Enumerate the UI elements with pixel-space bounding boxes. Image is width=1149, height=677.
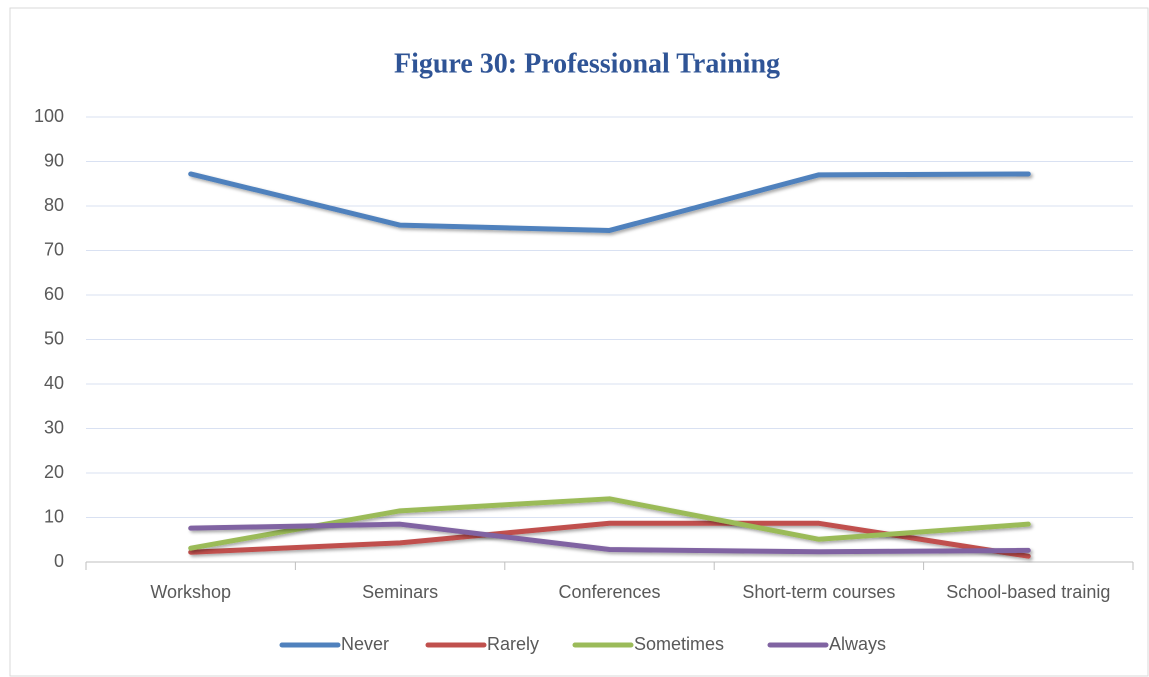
y-tick-label: 100	[34, 106, 64, 126]
x-tick-label: Seminars	[362, 582, 438, 602]
y-tick-label: 60	[44, 284, 64, 304]
legend-label: Always	[829, 634, 886, 654]
y-tick-label: 90	[44, 150, 64, 170]
y-tick-label: 20	[44, 462, 64, 482]
x-tick-label: Short-term courses	[742, 582, 895, 602]
line-series	[188, 521, 1031, 555]
y-tick-label: 50	[44, 328, 64, 348]
chart-frame	[9, 7, 1149, 677]
y-tick-label: 70	[44, 239, 64, 259]
x-tick-label: Conferences	[558, 582, 660, 602]
y-tick-label: 40	[44, 373, 64, 393]
legend-label: Never	[341, 634, 389, 654]
x-tick-label: Workshop	[150, 582, 231, 602]
line-series	[188, 171, 1031, 233]
y-tick-label: 0	[54, 551, 64, 571]
y-tick-label: 10	[44, 506, 64, 526]
x-tick-label: School-based trainig	[946, 582, 1110, 602]
y-tick-label: 80	[44, 195, 64, 215]
legend-label: Rarely	[487, 634, 539, 654]
chart-title: Figure 30: Professional Training	[394, 48, 780, 79]
y-tick-label: 30	[44, 417, 64, 437]
legend-label: Sometimes	[634, 634, 724, 654]
